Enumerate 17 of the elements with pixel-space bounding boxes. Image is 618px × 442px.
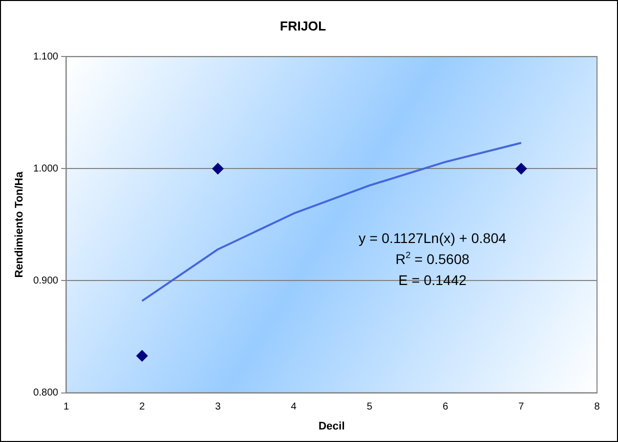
x-tick-label: 4 — [290, 402, 297, 413]
y-tick-label: 0.800 — [33, 388, 59, 399]
x-tick-label: 6 — [442, 402, 449, 413]
y-tick-label: 1.100 — [33, 51, 59, 62]
y-axis-title: Rendimiento Ton/Ha — [14, 170, 26, 278]
x-tick-label: 3 — [215, 402, 222, 413]
x-tick-label: 5 — [366, 402, 373, 413]
y-tick-label: 0.900 — [33, 275, 59, 286]
chart-title: FRIJOL — [280, 18, 326, 34]
x-tick-label: 2 — [139, 402, 146, 413]
x-tick-label: 8 — [594, 402, 600, 413]
x-tick-label: 7 — [518, 402, 524, 413]
y-tick-label: 1.000 — [33, 163, 59, 174]
annotation: y = 0.1127Ln(x) + 0.804 — [358, 230, 506, 246]
x-axis-title: Decil — [318, 420, 345, 432]
annotation: E = 0.1442 — [398, 272, 467, 288]
x-tick-label: 1 — [63, 402, 70, 413]
